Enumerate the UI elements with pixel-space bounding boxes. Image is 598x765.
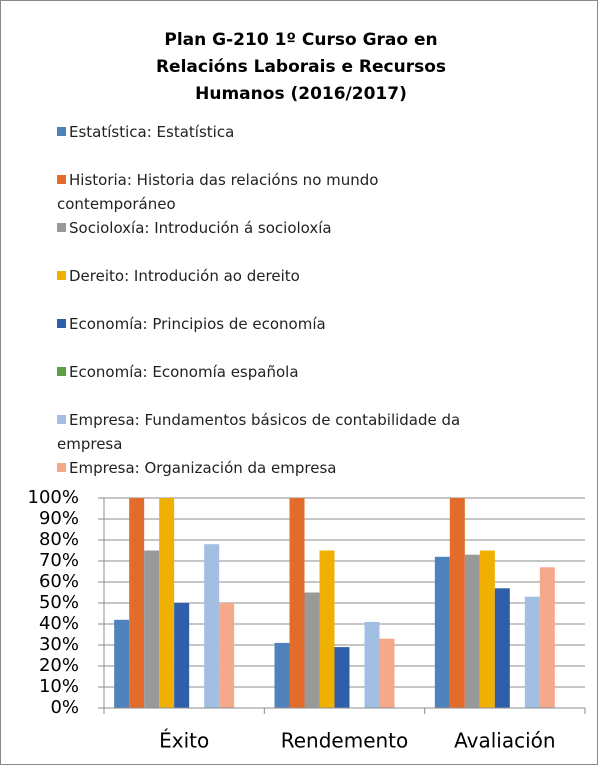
- legend-entry: Socioloxía: Introdución á socioloxía: [57, 216, 497, 264]
- legend-swatch: [57, 463, 66, 472]
- bar: [289, 498, 305, 708]
- y-tick-label: 0%: [50, 697, 79, 718]
- bar: [114, 619, 130, 708]
- y-tick-label: 40%: [39, 613, 79, 634]
- legend-entry: Economía: Principios de economía: [57, 312, 497, 360]
- bar: [129, 498, 145, 708]
- legend-label: Historia: Historia das relacións no mund…: [57, 171, 379, 213]
- legend-label: Dereito: Introdución ao dereito: [69, 267, 300, 285]
- legend-label: Economía: Principios de economía: [69, 315, 326, 333]
- legend-label: Socioloxía: Introdución á socioloxía: [69, 219, 332, 237]
- y-tick-label: 90%: [39, 508, 79, 529]
- legend-entry: Dereito: Introdución ao dereito: [57, 264, 497, 312]
- legend-swatch: [57, 367, 66, 376]
- y-tick-label: 70%: [39, 550, 79, 571]
- legend-label: Estatística: Estatística: [69, 123, 235, 141]
- bar: [434, 556, 450, 708]
- bar: [144, 550, 160, 708]
- legend-swatch: [57, 175, 66, 184]
- bar: [464, 554, 480, 708]
- bar: [304, 592, 320, 708]
- legend-swatch: [57, 127, 66, 136]
- bar: [334, 647, 350, 708]
- legend-swatch: [57, 415, 66, 424]
- legend-label: Empresa: Organización da empresa: [69, 459, 337, 477]
- legend-entry: Economía: Economía española: [57, 360, 497, 408]
- y-tick-label: 20%: [39, 655, 79, 676]
- bar: [319, 550, 335, 708]
- legend-label: Empresa: Fundamentos básicos de contabil…: [57, 411, 461, 453]
- bar: [449, 498, 465, 708]
- legend-entry: Estatística: Estatística: [57, 120, 497, 168]
- bar: [379, 638, 395, 708]
- legend-swatch: [57, 223, 66, 232]
- bar: [204, 544, 220, 708]
- y-tick-label: 80%: [39, 529, 79, 550]
- y-tick-label: 30%: [39, 634, 79, 655]
- bar: [539, 567, 555, 708]
- bar: [174, 603, 190, 708]
- legend-entry: Empresa: Organización da empresa: [57, 456, 497, 504]
- y-tick-label: 50%: [39, 592, 79, 613]
- legend-label: Economía: Economía española: [69, 363, 299, 381]
- bar: [159, 498, 175, 708]
- legend: Estatística: Estatística Historia: Histor…: [57, 120, 497, 504]
- x-tick-label: Avaliación: [454, 729, 555, 753]
- legend-entry: Historia: Historia das relacións no mund…: [57, 168, 497, 216]
- legend-swatch: [57, 319, 66, 328]
- chart-title: Plan G-210 1º Curso Grao en Relacións La…: [155, 30, 447, 104]
- bar: [494, 588, 510, 708]
- x-tick-label: Rendemento: [281, 729, 409, 753]
- y-tick-label: 60%: [39, 571, 79, 592]
- y-tick-label: 10%: [39, 676, 79, 697]
- bar: [524, 596, 540, 708]
- legend-entry: Empresa: Fundamentos básicos de contabil…: [57, 408, 497, 456]
- bar: [274, 642, 290, 708]
- legend-swatch: [57, 271, 66, 280]
- y-tick-label: 100%: [28, 487, 79, 508]
- x-tick-label: Éxito: [159, 729, 209, 753]
- bar: [364, 621, 380, 708]
- bar: [219, 603, 235, 708]
- bar: [479, 550, 495, 708]
